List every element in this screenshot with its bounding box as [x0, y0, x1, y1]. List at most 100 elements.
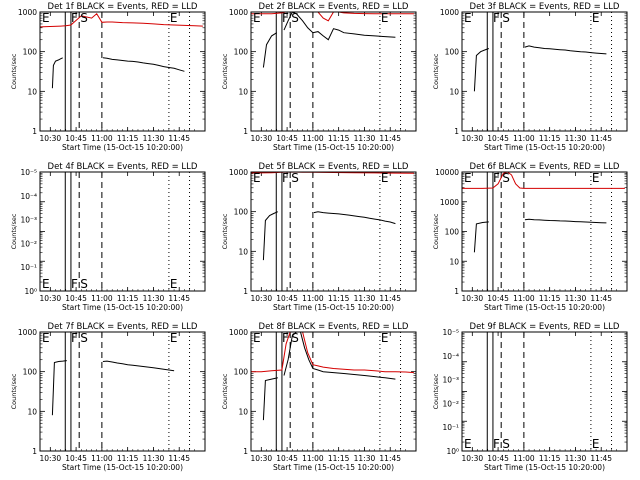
panel-title: Det 2f BLACK = Events, RED = LLD	[259, 2, 409, 12]
x-tick-label: 10:45	[276, 454, 298, 463]
plot-frame	[39, 171, 206, 292]
y-axis-label: Counts/sec	[10, 53, 18, 89]
y-tick-label: 100	[234, 208, 249, 217]
x-tick-label: 11:00	[302, 294, 324, 303]
x-tick-label: 10:30	[40, 294, 62, 303]
flag-label: E	[592, 171, 600, 185]
flag-label: F	[71, 11, 78, 25]
plot-frame	[250, 331, 417, 452]
y-tick-label: 10⁻⁴	[442, 352, 459, 361]
x-tick-label: 11:30	[143, 134, 165, 143]
events-series-line	[283, 11, 396, 41]
y-tick-label: 10⁻⁵	[442, 328, 459, 337]
x-tick-label: 10:30	[462, 134, 484, 143]
events-series-line	[262, 211, 279, 261]
plot-frame	[461, 11, 628, 132]
flag-label: E	[170, 11, 178, 25]
flag-label: S	[502, 171, 510, 185]
x-tick-label: 11:30	[354, 454, 376, 463]
x-tick-label: 11:30	[565, 134, 587, 143]
events-series-line	[313, 211, 396, 225]
plot-frame	[250, 11, 417, 132]
y-tick-label: 10	[27, 407, 37, 416]
y-tick-label: 10⁻³	[20, 216, 37, 225]
y-axis-label: Counts/sec	[10, 373, 18, 409]
panel-title: Det 1f BLACK = Events, RED = LLD	[48, 2, 198, 12]
flag-label: E	[464, 437, 472, 451]
x-tick-label: 10:45	[65, 454, 87, 463]
y-tick-label: 1	[454, 287, 459, 296]
flag-label: E	[253, 171, 261, 185]
y-axis-label: Counts/sec	[432, 373, 440, 409]
x-tick-label: 10:30	[251, 454, 273, 463]
y-axis-label: Counts/sec	[432, 213, 440, 249]
x-tick-label: 11:00	[91, 294, 113, 303]
x-tick-label: 11:15	[539, 134, 561, 143]
flag-label: E	[464, 171, 472, 185]
x-tick-label: 10:45	[487, 454, 509, 463]
x-tick-label: 11:45	[168, 134, 190, 143]
y-tick-label: 1000	[18, 8, 37, 17]
y-tick-label: 1	[243, 447, 248, 456]
x-tick-label: 10:45	[65, 134, 87, 143]
lld-series-line	[39, 13, 203, 28]
flag-label: S	[291, 11, 299, 25]
panel-title: Det 8f BLACK = Events, RED = LLD	[259, 322, 409, 332]
y-tick-label: 1	[454, 127, 459, 136]
panel-title: Det 3f BLACK = Events, RED = LLD	[470, 2, 620, 12]
y-tick-label: 1000	[229, 168, 248, 177]
y-tick-label: 10	[27, 87, 37, 96]
x-tick-label: 11:00	[513, 294, 535, 303]
y-tick-label: 10	[238, 407, 248, 416]
x-tick-label: 11:15	[539, 454, 561, 463]
panel-5: Det 5f BLACK = Events, RED = LLD Counts/s…	[221, 162, 417, 312]
plot-frame	[461, 331, 628, 452]
panel-title: Det 6f BLACK = Events, RED = LLD	[470, 162, 620, 172]
x-tick-label: 10:30	[251, 294, 273, 303]
x-tick-label: 11:00	[302, 134, 324, 143]
plot-frame	[39, 11, 206, 132]
y-tick-label: 10⁰	[24, 287, 37, 296]
flag-label: F	[493, 437, 500, 451]
x-tick-label: 11:30	[143, 294, 165, 303]
x-axis-label: Start Time (15-Oct-15 10:20:00)	[484, 303, 605, 312]
y-tick-label: 10⁻⁴	[20, 192, 37, 201]
x-tick-label: 11:00	[302, 454, 324, 463]
flag-label: E	[253, 11, 261, 25]
panel-title: Det 7f BLACK = Events, RED = LLD	[48, 322, 198, 332]
plot-frame	[250, 171, 417, 292]
flag-label: E	[464, 11, 472, 25]
y-tick-label: 1	[243, 127, 248, 136]
x-tick-label: 10:30	[40, 134, 62, 143]
events-series-line	[102, 57, 185, 72]
y-tick-label: 1	[243, 287, 248, 296]
y-tick-label: 100	[234, 48, 249, 57]
panel-2: Det 2f BLACK = Events, RED = LLD Counts/s…	[221, 2, 417, 152]
y-axis-label: Counts/sec	[221, 53, 229, 89]
x-tick-label: 10:45	[276, 134, 298, 143]
x-tick-label: 11:45	[590, 454, 612, 463]
flag-label: E	[253, 331, 261, 345]
x-tick-label: 11:30	[565, 294, 587, 303]
x-tick-label: 11:30	[143, 454, 165, 463]
y-tick-label: 10⁻²	[20, 239, 37, 248]
x-tick-label: 10:30	[462, 294, 484, 303]
x-tick-label: 10:45	[276, 294, 298, 303]
y-tick-label: 10⁻¹	[442, 423, 459, 432]
panel-title: Det 4f BLACK = Events, RED = LLD	[48, 162, 198, 172]
y-tick-label: 10⁻¹	[20, 263, 37, 272]
x-axis-label: Start Time (15-Oct-15 10:20:00)	[62, 143, 183, 152]
y-tick-label: 1000	[229, 328, 248, 337]
y-tick-label: 100	[234, 368, 249, 377]
x-tick-label: 11:45	[379, 294, 401, 303]
y-tick-label: 1000	[18, 328, 37, 337]
y-tick-label: 1	[32, 447, 37, 456]
x-tick-label: 11:15	[117, 294, 139, 303]
y-tick-label: 10⁻⁵	[20, 168, 37, 177]
y-tick-label: 100	[23, 48, 38, 57]
panel-4: Det 4f BLACK = Events, RED = LLD Counts/s…	[10, 162, 206, 312]
x-tick-label: 11:45	[379, 454, 401, 463]
flag-label: S	[80, 11, 88, 25]
x-tick-label: 11:00	[513, 454, 535, 463]
